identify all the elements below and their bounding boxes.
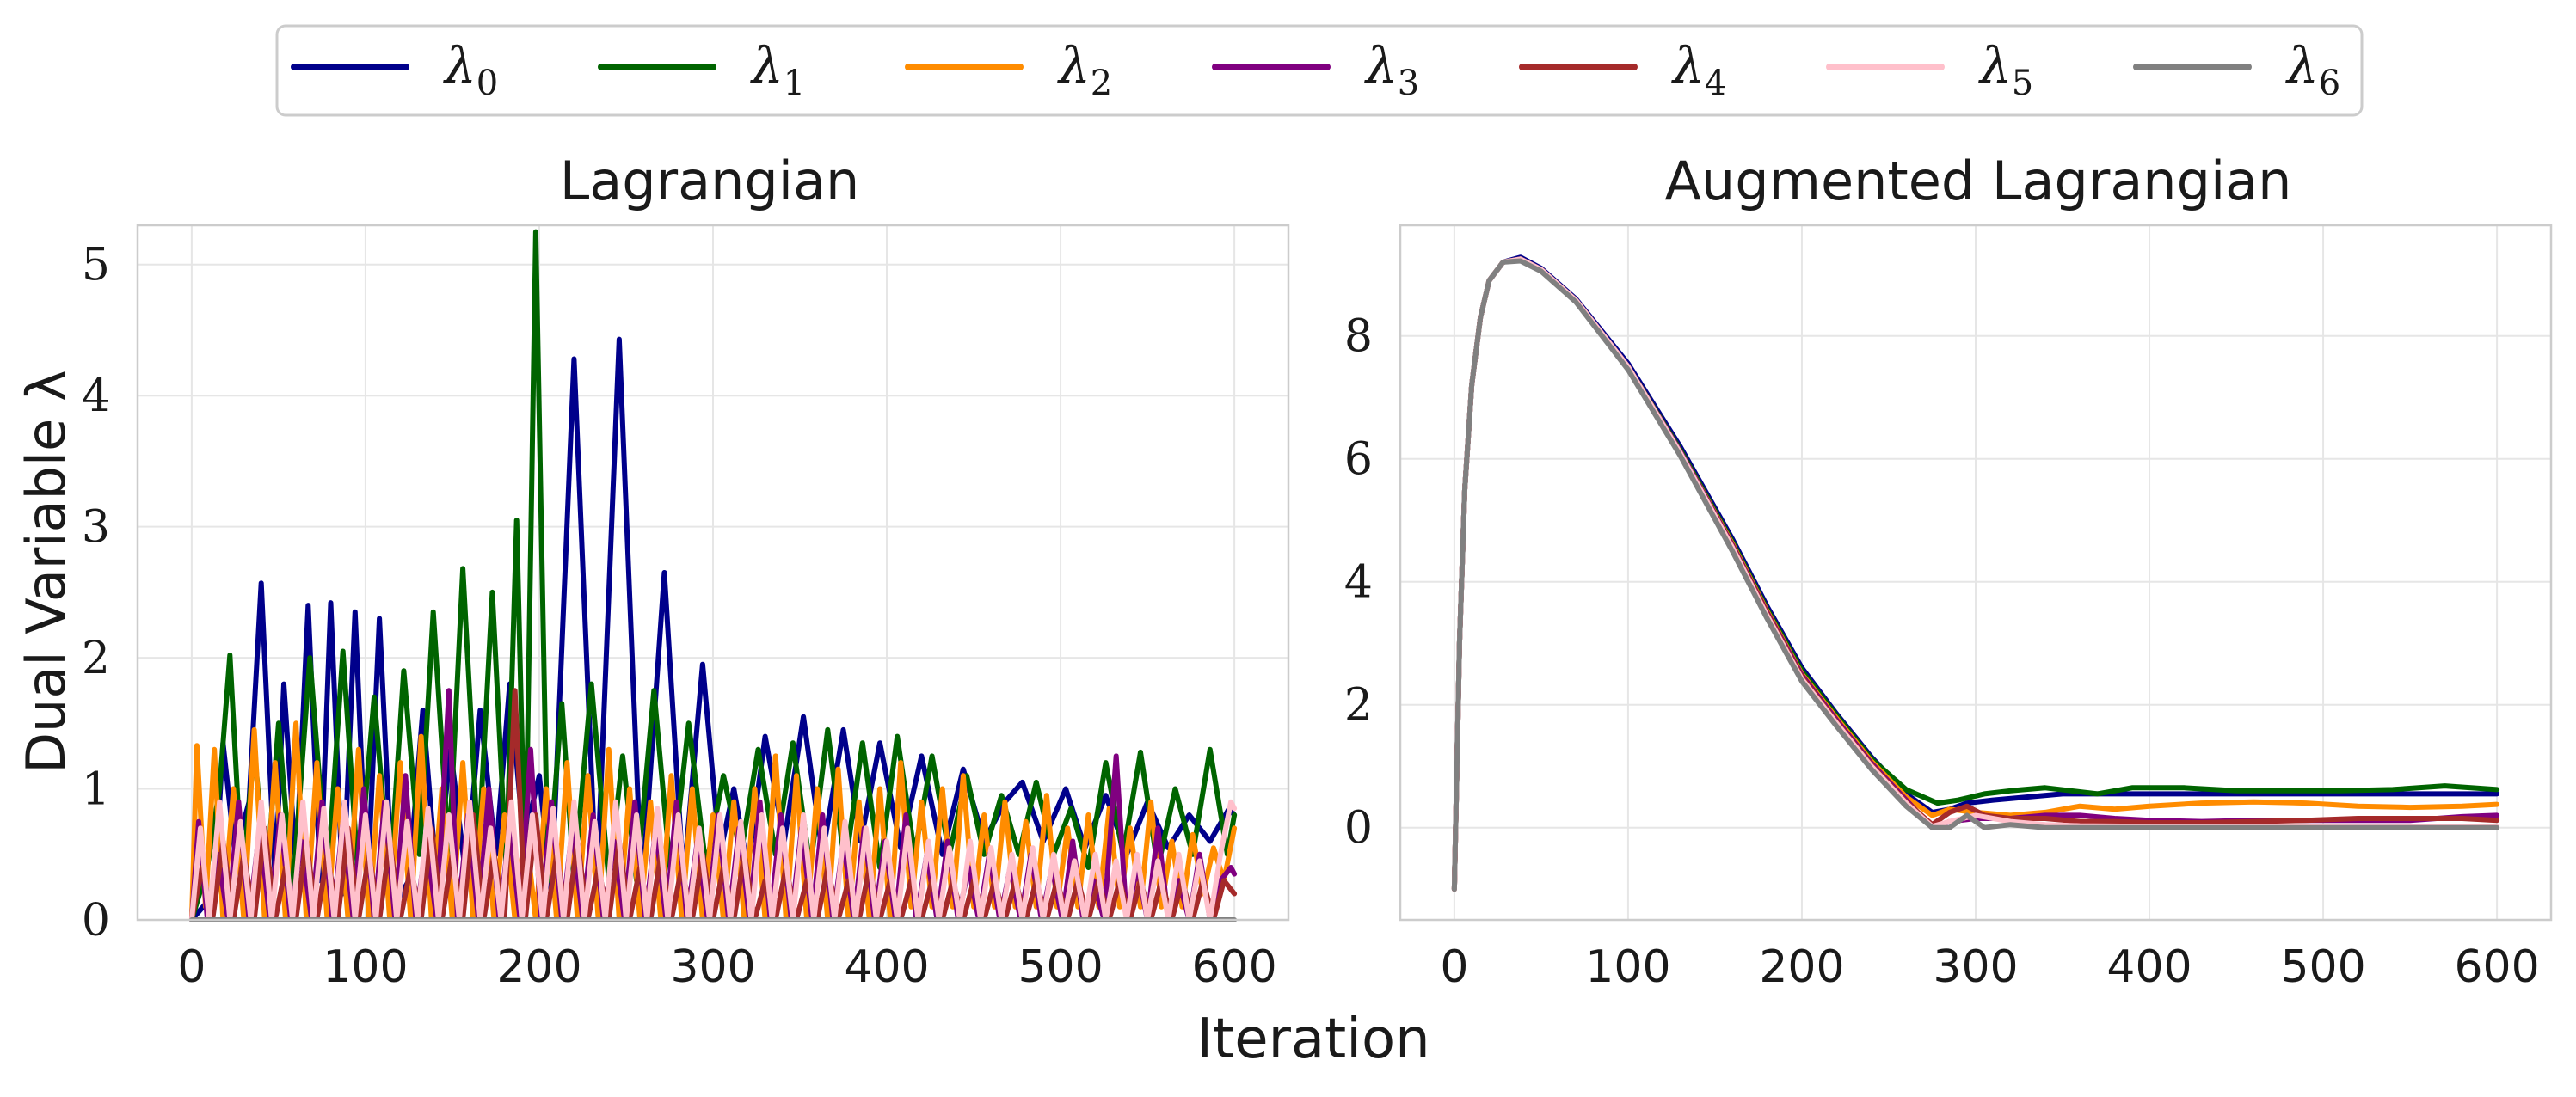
legend-entry: λ2: [905, 36, 1112, 103]
x-tick-label: 200: [496, 941, 581, 993]
x-tick-label: 100: [1585, 941, 1670, 993]
x-axis-label: Iteration: [1196, 1008, 1429, 1071]
x-tick-label: 500: [2280, 941, 2365, 993]
legend-entry: λ1: [598, 36, 805, 103]
y-tick-label: 2: [82, 633, 110, 684]
y-tick-label: 3: [82, 502, 110, 554]
legend: λ0 λ1 λ2 λ3 λ4 λ5 λ6: [275, 24, 2364, 117]
x-tick-label: 300: [670, 941, 755, 993]
series-line-λ5: [188, 799, 1238, 922]
legend-label: λ1: [750, 36, 805, 103]
y-tick-label: 4: [82, 371, 110, 422]
legend-entry: λ5: [1826, 36, 2033, 103]
legend-label: λ4: [1671, 36, 1726, 103]
y-tick-label: 8: [1344, 311, 1373, 363]
panel-title-lagrangian: Lagrangian: [560, 150, 860, 212]
y-tick-label: 5: [82, 240, 110, 291]
x-tick-label: 500: [1017, 941, 1103, 993]
y-tick-label: 6: [1344, 434, 1373, 486]
legend-entry: λ6: [2133, 36, 2340, 103]
series-line-λ6: [1451, 258, 2500, 892]
x-tick-label: 600: [1191, 941, 1276, 993]
panel-lagrangian: Lagrangian 0 100 200 300 400 500 600 0 1 2 3 4 5: [82, 150, 1290, 993]
x-tick-label: 400: [844, 941, 929, 993]
x-tick-label: 600: [2454, 941, 2539, 993]
y-tick-label: 4: [1344, 557, 1373, 609]
legend-entry: λ3: [1212, 36, 1419, 103]
legend-label: λ6: [2285, 36, 2340, 103]
x-tick-label: 300: [1933, 941, 2018, 993]
plot-frame: [1399, 224, 2553, 922]
x-tick-label: 100: [323, 941, 408, 993]
x-tick-label: 0: [177, 941, 206, 993]
legend-label: λ2: [1057, 36, 1112, 103]
y-tick-label: 2: [1344, 680, 1373, 732]
y-tick-label: 0: [1344, 803, 1373, 855]
legend-label: λ5: [1978, 36, 2033, 103]
legend-label: λ3: [1364, 36, 1419, 103]
x-tick-label: 0: [1440, 941, 1468, 993]
legend-label: λ0: [443, 36, 498, 103]
legend-entry: λ0: [291, 36, 498, 103]
x-tick-label: 400: [2106, 941, 2192, 993]
panel-title-augmented: Augmented Lagrangian: [1665, 150, 2292, 212]
y-axis-label: Dual Variable λ: [15, 370, 77, 773]
x-tick-label: 200: [1759, 941, 1844, 993]
y-tick-label: 1: [82, 764, 110, 816]
panel-augmented-lagrangian: Augmented Lagrangian 0 100 200 300 400 500 600…: [1344, 150, 2553, 993]
plot-frame: [136, 224, 1290, 922]
y-tick-label: 0: [82, 895, 110, 947]
legend-entry: λ4: [1519, 36, 1726, 103]
